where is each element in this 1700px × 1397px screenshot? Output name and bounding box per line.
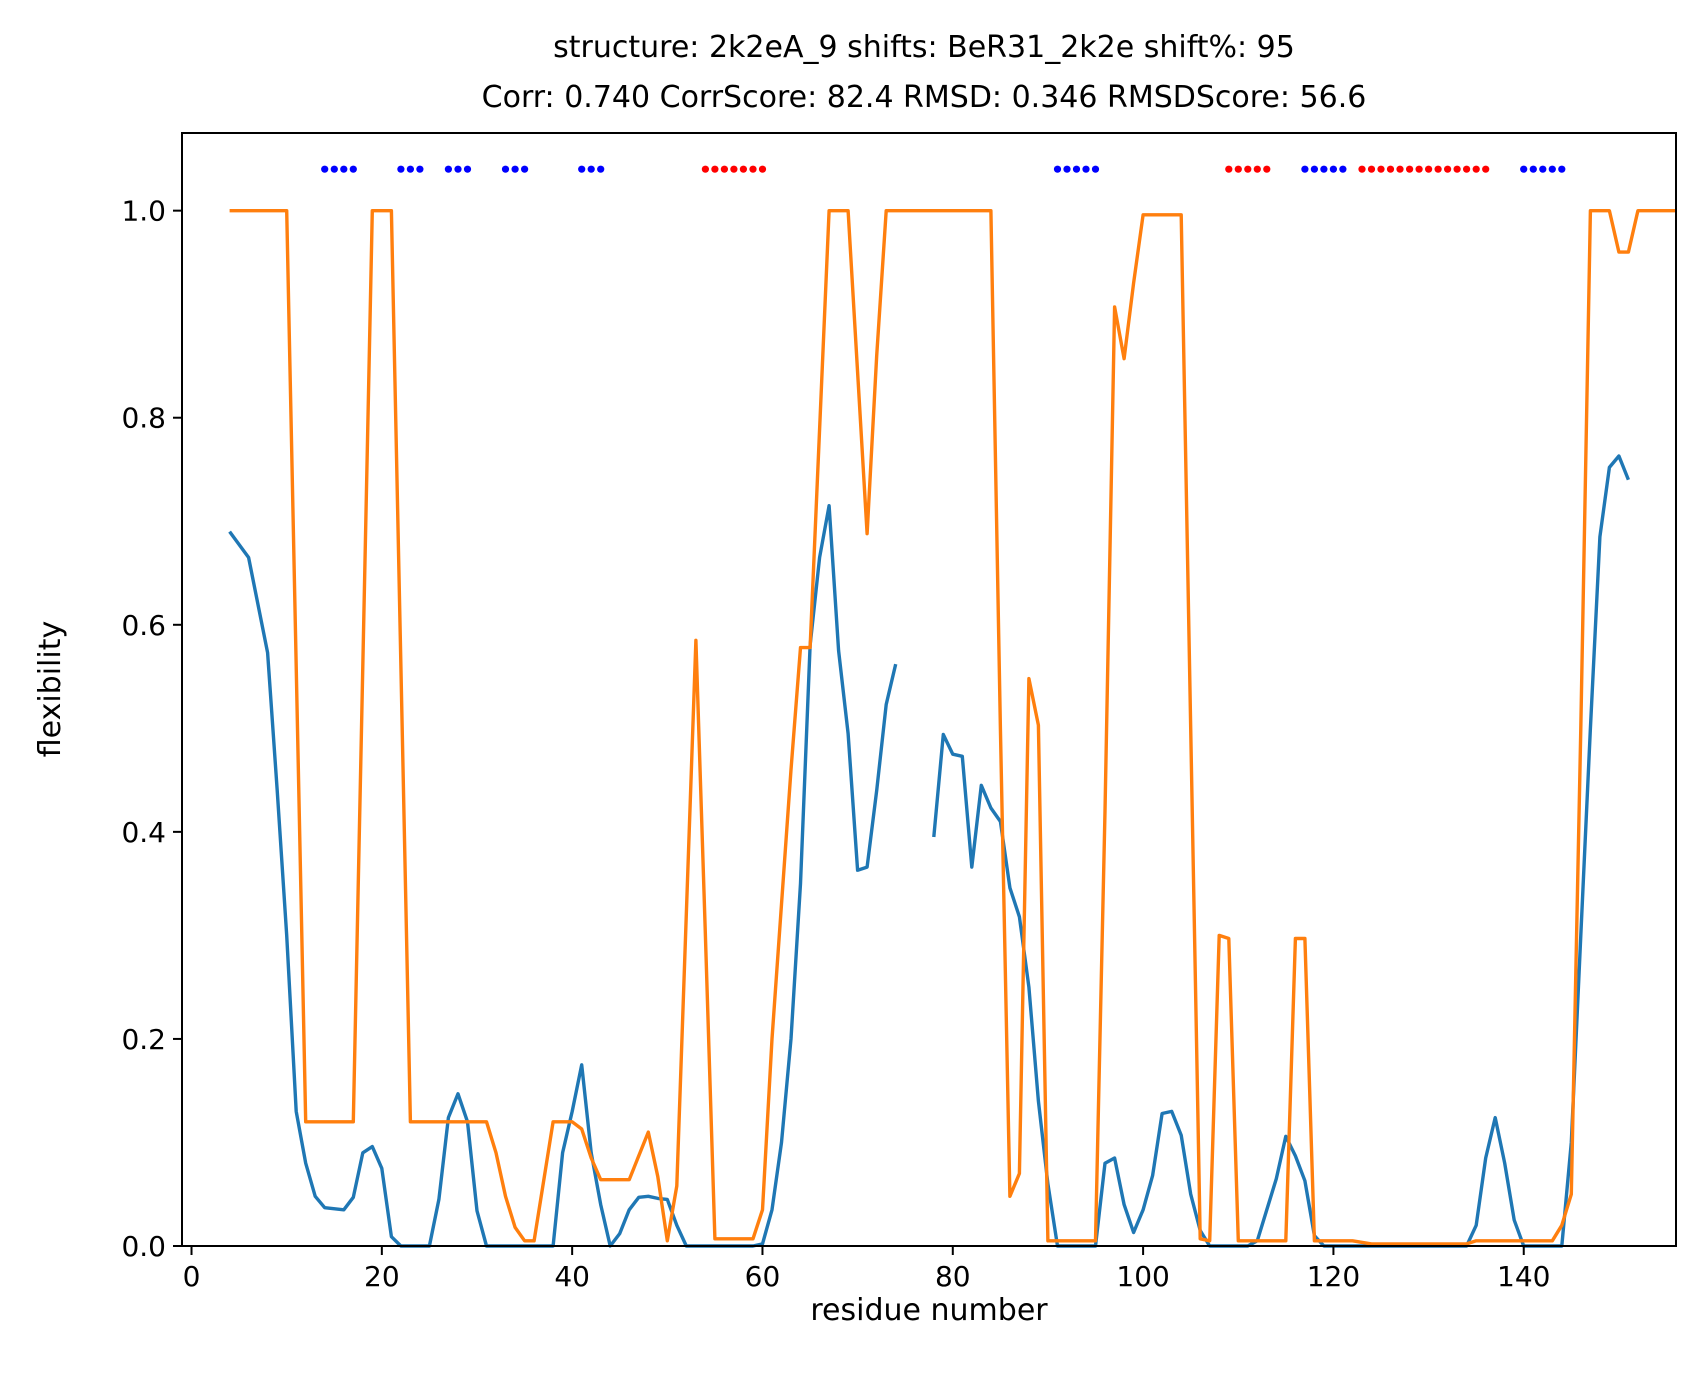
blue-marker-dot	[1320, 165, 1328, 173]
x-tick-label: 20	[364, 1260, 400, 1293]
red-marker-dot	[1253, 165, 1261, 173]
blue-marker-dot	[1082, 165, 1090, 173]
blue-marker-dot	[1558, 165, 1566, 173]
x-tick-label: 40	[554, 1260, 590, 1293]
blue-marker-dot	[1529, 165, 1537, 173]
red-marker-dot	[1453, 165, 1461, 173]
series-2-line-segment-1	[229, 208, 1676, 1246]
y-tick-label: 0.4	[121, 816, 166, 849]
x-axis-ticks: 0 20 40 60 80 100 120 140	[183, 1246, 1550, 1293]
blue-marker-dot	[454, 165, 462, 173]
blue-marker-dot	[1072, 165, 1081, 173]
blue-marker-dot	[521, 165, 529, 173]
red-marker-dot	[1244, 165, 1252, 173]
y-tick-label: 0.0	[121, 1230, 166, 1263]
blue-marker-dot	[1520, 165, 1528, 173]
y-axis-ticks: 0.0 0.2 0.4 0.6 0.8 1.0	[121, 195, 182, 1263]
blue-marker-dot	[587, 165, 595, 173]
blue-marker-dot	[330, 165, 338, 173]
blue-marker-dot	[406, 165, 414, 173]
blue-marker-dot	[1091, 165, 1100, 173]
blue-marker-dot	[1329, 165, 1337, 173]
blue-marker-dot	[1301, 165, 1309, 173]
blue-marker-dot	[349, 165, 357, 173]
blue-marker-dot	[397, 165, 405, 173]
red-marker-dot	[1263, 165, 1271, 173]
red-marker-dot	[1482, 165, 1490, 173]
blue-marker-dot	[1548, 165, 1556, 173]
blue-marker-dot	[597, 165, 605, 173]
blue-marker-dot	[1063, 165, 1071, 173]
blue-marker-dot	[501, 165, 510, 173]
blue-marker-dot	[463, 165, 472, 173]
chart-title-line1: structure: 2k2eA_9 shifts: BeR31_2k2e sh…	[553, 30, 1295, 65]
red-marker-dot	[730, 165, 738, 173]
red-marker-dot	[701, 165, 710, 173]
red-marker-dot	[1425, 165, 1433, 173]
red-marker-dot	[1434, 165, 1442, 173]
y-tick-label: 0.6	[121, 609, 166, 642]
series-layer	[228, 208, 1676, 1248]
x-tick-label: 120	[1307, 1260, 1360, 1293]
x-tick-label: 100	[1116, 1260, 1169, 1293]
red-marker-dot	[1386, 165, 1395, 173]
y-tick-label: 0.2	[121, 1023, 166, 1056]
blue-marker-dot	[321, 165, 329, 173]
red-marker-dot	[749, 165, 757, 173]
red-marker-dot	[1406, 165, 1414, 173]
marker-layer	[321, 165, 1566, 173]
red-marker-dot	[739, 165, 748, 173]
series-1-line-segment-1	[228, 504, 898, 1248]
red-marker-dot	[1396, 165, 1404, 173]
red-marker-dot	[720, 165, 729, 173]
y-axis-label: flexibility	[33, 621, 68, 757]
x-tick-label: 140	[1497, 1260, 1550, 1293]
blue-marker-dot	[416, 165, 424, 173]
x-tick-label: 80	[935, 1260, 971, 1293]
red-marker-dot	[1472, 165, 1480, 173]
title: structure: 2k2eA_9 shifts: BeR31_2k2e sh…	[482, 30, 1367, 115]
blue-marker-dot	[340, 165, 348, 173]
series-1-line-segment-2	[932, 454, 1630, 1248]
x-tick-label: 0	[183, 1260, 201, 1293]
red-marker-dot	[1444, 165, 1452, 173]
red-marker-dot	[711, 165, 719, 173]
plot-frame	[181, 132, 1677, 1247]
red-marker-dot	[758, 165, 767, 173]
red-marker-dot	[1225, 165, 1233, 173]
blue-marker-dot	[1310, 165, 1318, 173]
y-tick-label: 1.0	[121, 195, 166, 228]
red-marker-dot	[1415, 165, 1423, 173]
red-marker-dot	[1367, 165, 1376, 173]
blue-marker-dot	[1339, 165, 1347, 173]
red-marker-dot	[1463, 165, 1471, 173]
red-marker-dot	[1377, 165, 1385, 173]
blue-marker-dot	[444, 165, 452, 173]
x-tick-label: 60	[745, 1260, 781, 1293]
blue-marker-dot	[1053, 165, 1062, 173]
y-tick-label: 0.8	[121, 402, 166, 435]
blue-marker-dot	[578, 165, 586, 173]
x-axis-label: residue number	[810, 1293, 1048, 1328]
blue-marker-dot	[1539, 165, 1547, 173]
red-marker-dot	[1358, 165, 1366, 173]
chart-title-line2: Corr: 0.740 CorrScore: 82.4 RMSD: 0.346 …	[482, 80, 1367, 115]
blue-marker-dot	[511, 165, 519, 173]
red-marker-dot	[1234, 165, 1242, 173]
